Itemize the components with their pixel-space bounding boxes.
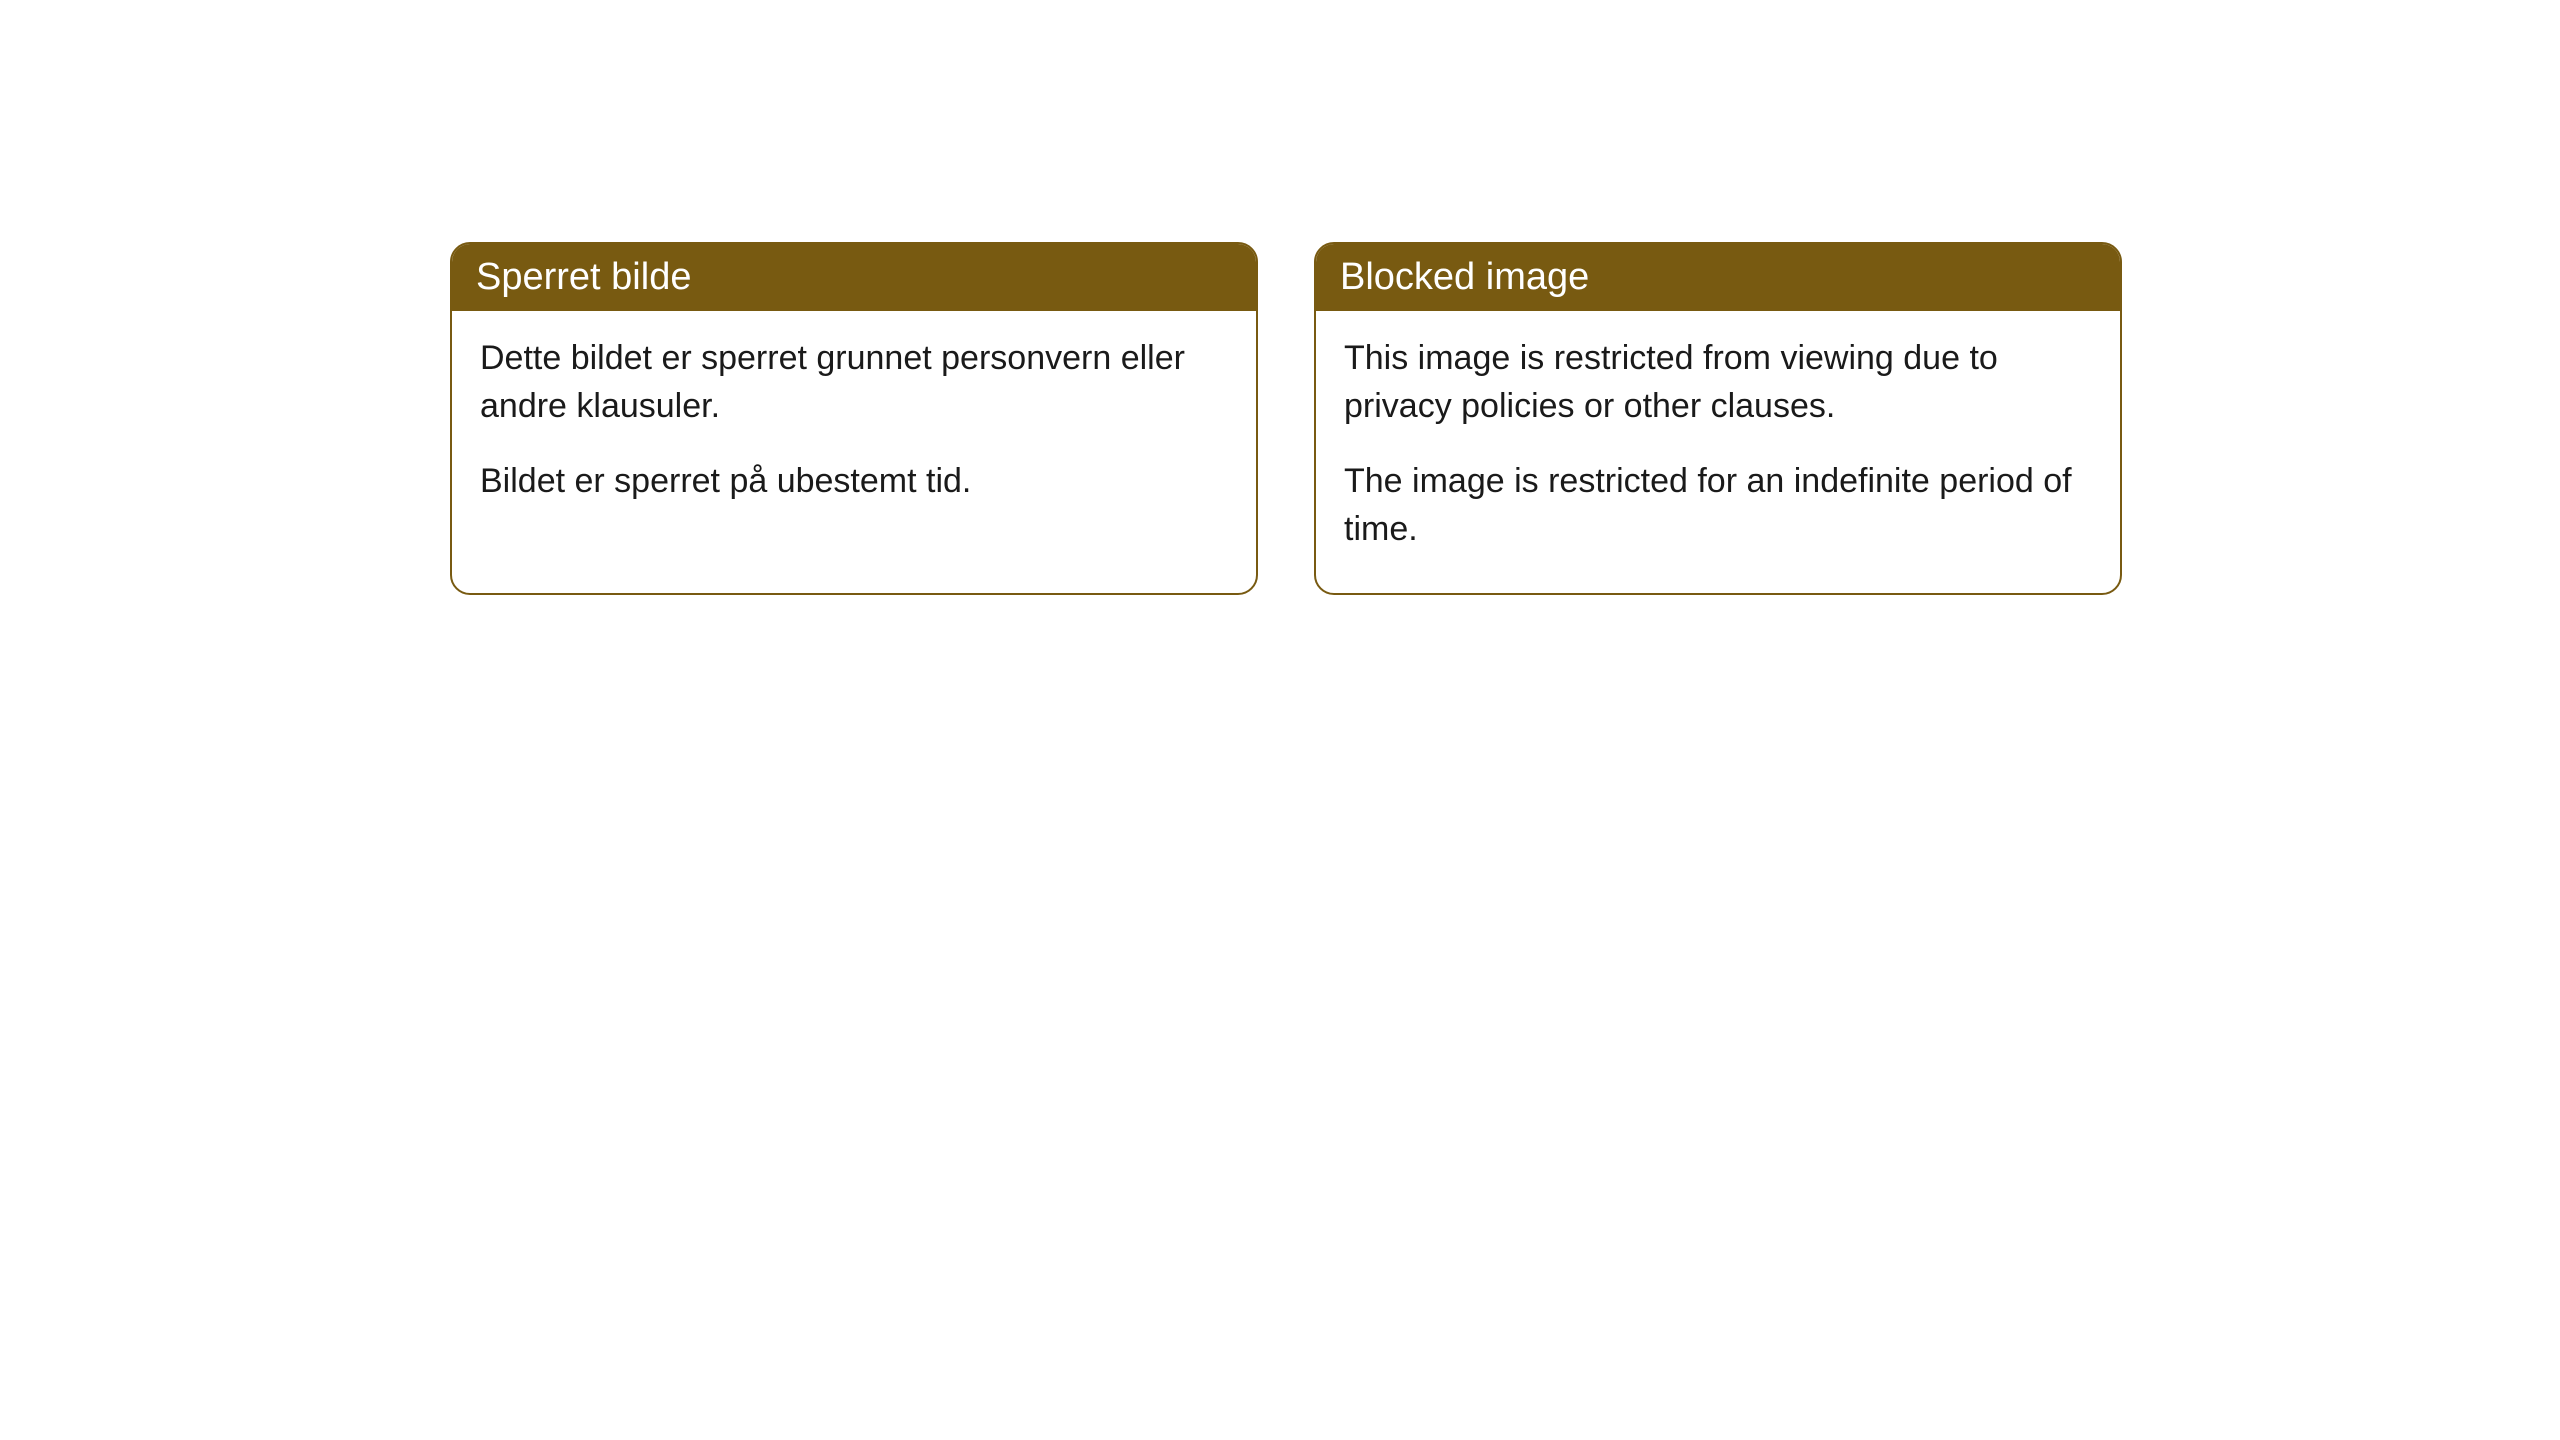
card-body: Dette bildet er sperret grunnet personve… <box>452 311 1256 546</box>
card-body: This image is restricted from viewing du… <box>1316 311 2120 593</box>
card-header: Blocked image <box>1316 244 2120 311</box>
notice-card-english: Blocked image This image is restricted f… <box>1314 242 2122 595</box>
notice-card-norwegian: Sperret bilde Dette bildet er sperret gr… <box>450 242 1258 595</box>
card-paragraph-1: This image is restricted from viewing du… <box>1344 335 2092 430</box>
notice-container: Sperret bilde Dette bildet er sperret gr… <box>0 0 2560 595</box>
card-header: Sperret bilde <box>452 244 1256 311</box>
card-paragraph-2: The image is restricted for an indefinit… <box>1344 458 2092 553</box>
card-title: Sperret bilde <box>476 256 691 298</box>
card-paragraph-2: Bildet er sperret på ubestemt tid. <box>480 458 1228 506</box>
card-paragraph-1: Dette bildet er sperret grunnet personve… <box>480 335 1228 430</box>
card-title: Blocked image <box>1340 256 1589 298</box>
